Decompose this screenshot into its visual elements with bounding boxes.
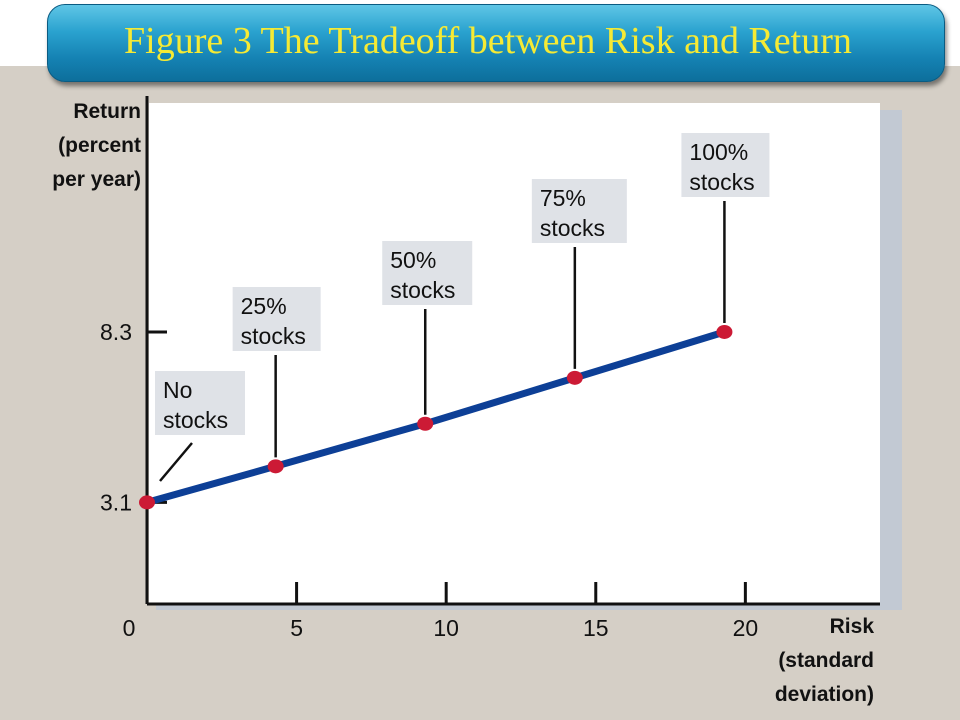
data-point: [267, 459, 284, 474]
x-tick-label: 15: [583, 615, 609, 641]
x-tick-label: 20: [733, 615, 759, 641]
x-tick-label: 10: [433, 615, 459, 641]
y-axis-title: Return (percent per year): [10, 95, 141, 197]
point-label-box: [382, 241, 473, 305]
y-axis-title-line: per year): [52, 168, 141, 191]
point-label: 25%: [241, 293, 287, 319]
point-label-box: [232, 287, 321, 351]
x-axis-title-line: Risk: [829, 615, 874, 638]
y-axis-title-line: Return: [73, 100, 141, 123]
y-axis-title-line: (percent: [58, 134, 141, 157]
point-label: No: [163, 377, 192, 403]
x-axis-title: Risk (standard deviation): [722, 610, 874, 712]
data-point: [566, 370, 583, 385]
data-point: [417, 416, 434, 431]
point-label-box: [155, 371, 245, 435]
data-point: [716, 324, 733, 339]
point-label: stocks: [163, 407, 228, 433]
page-title: Figure 3 The Tradeoff between Risk and R…: [124, 20, 852, 62]
point-label: 100%: [689, 139, 748, 165]
y-tick-label: 8.3: [100, 319, 132, 345]
point-label-box: [681, 133, 770, 197]
leader-line: [159, 442, 193, 482]
title-banner: Figure 3 The Tradeoff between Risk and R…: [47, 4, 945, 82]
x-tick-label: 5: [290, 615, 303, 641]
data-point: [139, 495, 155, 510]
point-label: 50%: [390, 247, 436, 273]
point-label: 75%: [540, 185, 586, 211]
point-label-box: [531, 179, 627, 243]
x-tick-label: 0: [123, 615, 136, 641]
x-axis-title-line: (standard: [778, 649, 874, 672]
point-label: stocks: [540, 215, 605, 241]
point-label: stocks: [390, 277, 455, 303]
x-axis-title-line: deviation): [774, 683, 874, 706]
point-label: stocks: [689, 169, 754, 195]
y-tick-label: 3.1: [100, 489, 132, 515]
point-label: stocks: [241, 323, 306, 349]
